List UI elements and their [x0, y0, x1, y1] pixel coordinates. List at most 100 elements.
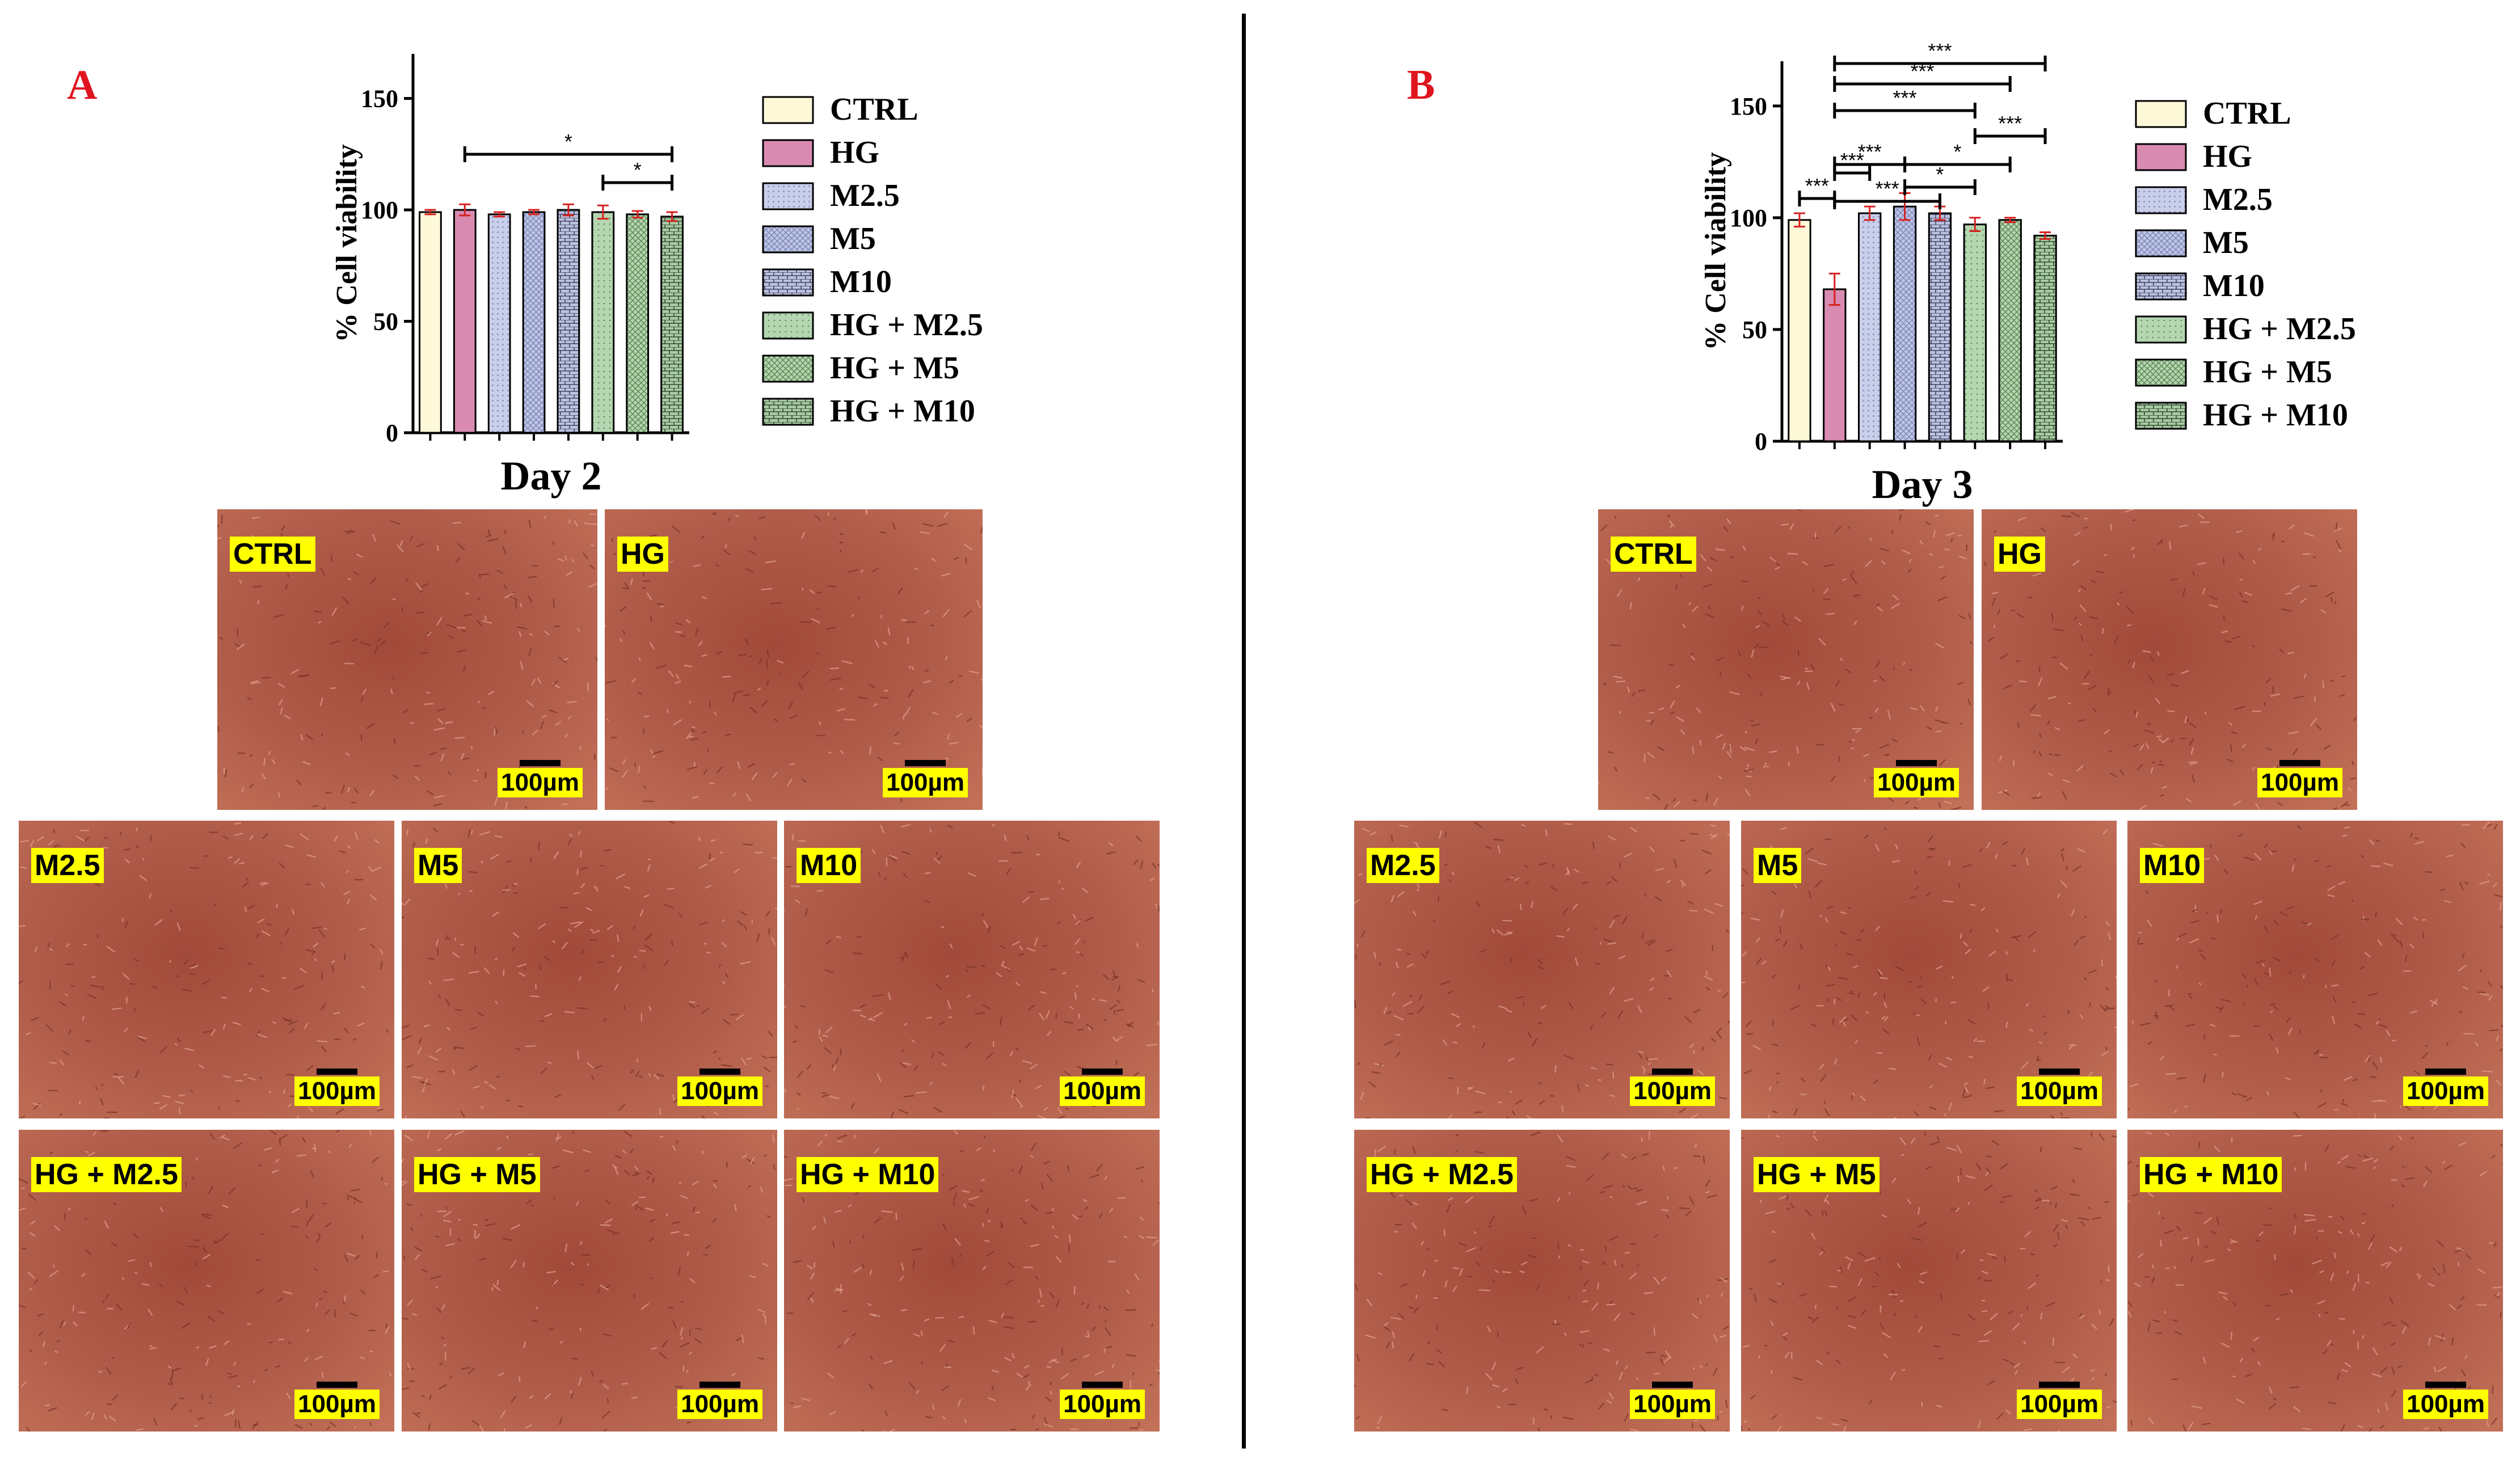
- scale-bar-label: 100µm: [2017, 1076, 2102, 1106]
- scale-bar-label: 100µm: [1060, 1390, 1145, 1419]
- micrograph-label: HG + M10: [2140, 1157, 2282, 1192]
- significance-label: ***: [1840, 149, 1864, 172]
- bar-hg-m5: [626, 213, 650, 434]
- scale-bar-line: [2039, 1382, 2080, 1388]
- significance-bracket: [1833, 76, 2012, 92]
- error-bar: [528, 209, 540, 216]
- error-bar: [1793, 212, 1805, 228]
- error-bar: [597, 204, 609, 220]
- scale-bar-label: 100µm: [677, 1076, 762, 1106]
- scale-bar-line: [905, 760, 946, 766]
- significance-label: ***: [1928, 39, 1952, 62]
- scale-bar: 100µm: [1630, 1069, 1715, 1106]
- legend-swatch: [2135, 272, 2187, 301]
- scale-bar: 100µm: [677, 1382, 762, 1419]
- significance-label: ***: [1893, 86, 1917, 109]
- micrograph-label: M10: [797, 848, 861, 883]
- legend-label: HG + M10: [830, 394, 975, 429]
- scale-bar-line: [1652, 1382, 1693, 1388]
- scale-bar-label: 100µm: [2403, 1390, 2488, 1419]
- scale-bar-label: 100µm: [677, 1390, 762, 1419]
- legend-swatch: [2135, 358, 2187, 387]
- scale-bar: 100µm: [1630, 1382, 1715, 1419]
- scale-bar-label: 100µm: [1630, 1390, 1715, 1419]
- error-bar: [459, 203, 471, 217]
- legend-swatch: [762, 139, 814, 167]
- error-bar: [666, 211, 678, 222]
- error-bar: [2039, 231, 2051, 240]
- error-bar: [2004, 217, 2016, 223]
- scale-bar: 100µm: [883, 760, 968, 797]
- micrograph-label: CTRL: [1611, 537, 1696, 572]
- bar-m5: [522, 211, 546, 434]
- micrograph-label: HG + M5: [1754, 1157, 1880, 1192]
- scale-bar: 100µm: [1060, 1069, 1145, 1106]
- scale-bar: 100µm: [2017, 1069, 2102, 1106]
- micrograph-ctrl: CTRL 100µm: [217, 509, 597, 810]
- legend-swatch: [2135, 402, 2187, 430]
- legend-label: M5: [2203, 225, 2249, 260]
- panel-letter-a: A: [67, 62, 98, 108]
- bar-ctrl: [419, 211, 442, 434]
- y-tick-label: 150: [1730, 92, 1767, 120]
- bar-m2-5: [1858, 212, 1882, 442]
- significance-label: ***: [1858, 140, 1882, 163]
- bar-hg-m2-5: [1963, 223, 1987, 442]
- legend-swatch: [2135, 143, 2187, 171]
- micrograph-label: M2.5: [1367, 848, 1439, 883]
- micrograph-m5: M5 100µm: [1741, 821, 2117, 1118]
- error-bar: [424, 209, 436, 216]
- micrograph-hg-m10: HG + M10 100µm: [784, 1130, 1160, 1432]
- micrograph-m2-5: M2.5 100µm: [1354, 821, 1730, 1118]
- legend-swatch: [2135, 100, 2187, 128]
- bar-m10: [1928, 212, 1952, 442]
- significance-bracket: [1903, 179, 1977, 195]
- legend-label: CTRL: [830, 92, 918, 127]
- bar-hg-m2-5: [591, 211, 615, 434]
- y-axis-label: % Cell viability: [331, 144, 363, 343]
- legend-swatch: [2135, 229, 2187, 257]
- bar-hg: [1823, 288, 1847, 442]
- legend-label: M10: [2203, 268, 2265, 303]
- micrograph-label: M5: [1754, 848, 1802, 883]
- significance-label: *: [634, 158, 642, 181]
- y-axis-label: % Cell viability: [1700, 152, 1732, 351]
- error-bar: [562, 203, 574, 217]
- micrograph-label: M10: [2140, 848, 2205, 883]
- micrograph-hg-m10: HG + M10 100µm: [2127, 1130, 2503, 1432]
- significance-bracket: [1833, 56, 2047, 71]
- legend-label: HG + M2.5: [2203, 311, 2356, 347]
- micrograph-hg-m5: HG + M5 100µm: [1741, 1130, 2117, 1432]
- micrograph-ctrl: CTRL 100µm: [1598, 509, 1974, 810]
- scale-bar-line: [520, 760, 561, 766]
- significance-label: ***: [1876, 177, 1899, 200]
- bar-m5: [1893, 205, 1917, 442]
- micrograph-m10: M10 100µm: [2127, 821, 2503, 1118]
- bar-m10: [557, 209, 580, 434]
- micrograph-hg-m2-5: HG + M2.5 100µm: [1354, 1130, 1730, 1432]
- scale-bar-label: 100µm: [294, 1390, 380, 1419]
- error-bar: [1969, 217, 1981, 233]
- panel-divider: [1242, 14, 1246, 1449]
- scale-bar-line: [2039, 1069, 2080, 1075]
- legend-swatch: [762, 96, 814, 124]
- scale-bar-line: [1652, 1069, 1693, 1075]
- scale-bar-label: 100µm: [1630, 1076, 1715, 1106]
- bar-ctrl: [1788, 219, 1811, 442]
- error-bar: [1828, 272, 1840, 306]
- micrograph-m5: M5 100µm: [402, 821, 777, 1118]
- micrograph-label: CTRL: [230, 537, 315, 572]
- significance-bracket: [1833, 193, 1941, 209]
- y-tick-label: 100: [361, 196, 398, 224]
- significance-label: ***: [1998, 112, 2022, 135]
- micrograph-label: HG + M10: [797, 1157, 939, 1192]
- scale-bar-label: 100µm: [2017, 1390, 2102, 1419]
- significance-bracket: [463, 146, 674, 162]
- significance-bracket: [1903, 157, 2012, 172]
- micrograph-hg: HG 100µm: [1982, 509, 2357, 810]
- bar-hg-m5: [1998, 219, 2022, 442]
- significance-bracket: [1973, 128, 2047, 144]
- legend-label: M2.5: [2203, 182, 2273, 217]
- significance-bracket: [601, 175, 674, 191]
- legend-label: HG: [2203, 139, 2252, 174]
